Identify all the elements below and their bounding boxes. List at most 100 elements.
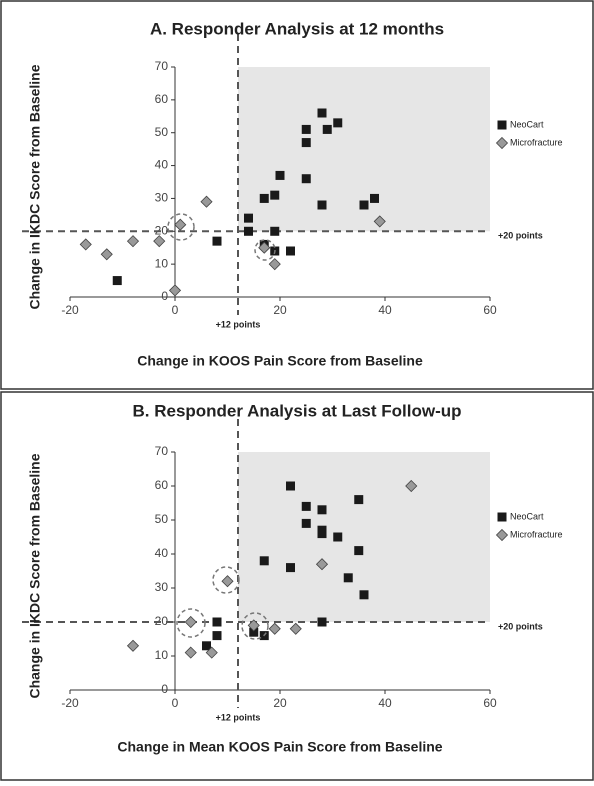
data-point	[315, 558, 329, 571]
legend-label: NeoCart	[510, 119, 544, 129]
data-point	[126, 639, 140, 652]
data-point	[259, 556, 269, 566]
data-point	[200, 195, 213, 208]
y-tick-label: 60	[155, 92, 169, 106]
annotation: +12 points	[216, 319, 261, 329]
data-point	[405, 479, 418, 493]
data-point	[249, 627, 259, 637]
legend-label: Microfracture	[510, 137, 563, 147]
y-axis-label: Change in IKDC Score from Baseline	[27, 453, 43, 698]
data-point	[212, 236, 222, 246]
data-point	[317, 529, 327, 539]
data-point	[317, 200, 327, 210]
data-point	[259, 193, 269, 203]
chart-b: 0 10 20 30 40 50 60 70 -20 0 20 40 60 +12 points +20 p…	[22, 401, 563, 755]
y-tick-label: 30	[155, 191, 169, 205]
x-axis-label: Change in Mean KOOS Pain Score from Base…	[117, 739, 442, 755]
x-tick-label: 20	[273, 696, 287, 710]
x-tick-label: 20	[273, 303, 287, 317]
data-point	[247, 619, 260, 632]
data-point	[373, 215, 386, 228]
data-point	[333, 532, 343, 542]
data-point	[184, 646, 197, 659]
data-point	[317, 108, 327, 118]
legend-label: Microfracture	[510, 529, 563, 539]
y-axis-label: Change in IKDC Score from Baseline	[27, 64, 43, 309]
y-tick-label: 70	[155, 59, 169, 73]
highlight-circles	[167, 213, 276, 640]
y-tick-label: 40	[155, 158, 169, 172]
data-point	[317, 505, 327, 515]
data-point	[289, 622, 302, 635]
data-point	[270, 190, 280, 200]
data-point	[301, 174, 311, 184]
y-tick-label: 0	[161, 682, 168, 696]
highlight-circle	[241, 612, 269, 640]
y-tick-label: 10	[155, 256, 169, 270]
data-point	[168, 284, 182, 297]
data-point	[212, 631, 222, 641]
panel-border	[0, 0, 594, 390]
data-point	[286, 246, 295, 256]
data-point	[286, 563, 295, 573]
data-point	[301, 138, 311, 148]
y-tick-label: 10	[155, 648, 169, 662]
y-tick-label: 0	[161, 289, 168, 303]
data-point	[354, 546, 364, 556]
data-point	[301, 518, 311, 528]
chart-a: 0 10 20 30 40 50 60 70 -20 0 20 40 60 +12 points +20 p…	[22, 19, 563, 369]
y-tick-label: 40	[155, 546, 169, 560]
x-tick-label: 60	[483, 696, 497, 710]
data-point	[275, 170, 285, 180]
legend-swatch	[497, 512, 507, 522]
panel-border	[0, 391, 594, 781]
data-point	[212, 617, 222, 627]
data-point	[244, 213, 253, 223]
annotation: +20 points	[498, 621, 543, 631]
legend-swatch	[497, 120, 507, 130]
data-point	[370, 193, 379, 203]
y-tick-label: 30	[155, 580, 169, 594]
data-point	[174, 218, 187, 231]
data-point	[184, 615, 197, 629]
chart-title: B. Responder Analysis at Last Follow-up	[132, 401, 461, 420]
data-point	[221, 575, 234, 588]
data-point	[354, 495, 364, 505]
x-tick-label: 0	[172, 303, 179, 317]
highlight-circle	[176, 608, 206, 638]
data-point	[202, 641, 211, 651]
data-point	[333, 118, 343, 128]
chart-title: A. Responder Analysis at 12 months	[150, 19, 444, 38]
y-tick-label: 20	[155, 614, 169, 628]
legend-swatch	[495, 136, 509, 150]
legend-swatch	[495, 528, 509, 542]
data-point	[268, 622, 281, 635]
y-tick-label: 50	[155, 125, 169, 139]
data-point	[79, 238, 92, 251]
data-point	[343, 573, 353, 583]
data-point	[153, 235, 166, 248]
highlight-circle	[212, 566, 240, 594]
data-point	[359, 590, 369, 600]
x-tick-label: 60	[483, 303, 497, 317]
x-tick-label: 40	[378, 303, 392, 317]
data-point	[301, 501, 311, 511]
y-tick-label: 50	[155, 512, 169, 526]
x-tick-label: -20	[61, 696, 79, 710]
data-point	[301, 124, 311, 134]
x-tick-label: 40	[378, 696, 392, 710]
data-point	[126, 235, 140, 248]
data-point	[317, 617, 327, 627]
data-point	[100, 248, 113, 261]
data-point	[322, 124, 332, 134]
data-point	[359, 200, 369, 210]
data-point	[286, 481, 295, 491]
y-tick-label: 20	[155, 223, 169, 237]
data-point	[270, 226, 280, 236]
legend-label: NeoCart	[510, 511, 544, 521]
data-point	[268, 258, 281, 271]
annotation: +12 points	[216, 712, 261, 722]
data-point	[205, 646, 218, 659]
data-point	[258, 241, 271, 254]
